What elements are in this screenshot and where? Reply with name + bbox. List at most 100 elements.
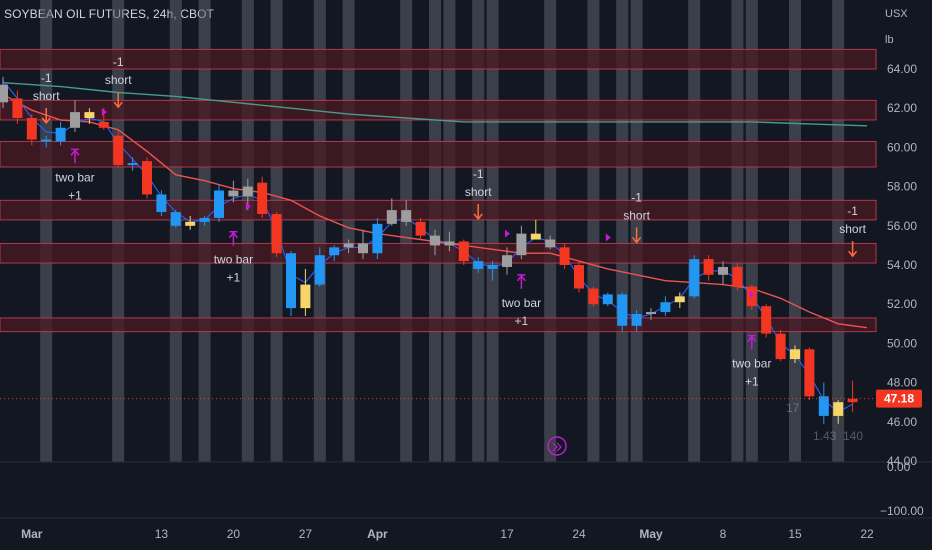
faded-value-1: 17	[786, 401, 800, 415]
candle-body	[26, 118, 37, 140]
candle-body	[674, 296, 685, 303]
candle-body	[617, 294, 628, 326]
time-axis: Mar 13 20 27 Apr 17 24 May 8 15 22	[21, 527, 874, 541]
time-tick-label: 24	[572, 527, 586, 541]
candle-body	[98, 121, 109, 128]
candle-body	[790, 349, 800, 360]
candle-body	[401, 210, 412, 222]
buy-signal-count: +1	[515, 314, 529, 328]
price-axis: 64.00 62.00 60.00 58.00 56.00 54.00 52.00 50.00…	[0, 62, 932, 519]
candle-body	[0, 84, 8, 103]
price-tick-label: 56.00	[887, 219, 917, 233]
short-signal-count: -1	[473, 167, 484, 181]
candle-body	[444, 241, 455, 246]
candle-body	[602, 294, 613, 305]
candle-body	[833, 402, 844, 416]
price-tick-label: 54.00	[887, 258, 917, 272]
time-tick-label: 22	[860, 527, 874, 541]
resistance-zone	[0, 199, 877, 221]
candle-body	[530, 233, 541, 240]
short-signal-label: short	[465, 185, 492, 199]
price-tick-label: 64.00	[887, 62, 917, 76]
price-tick-label: 50.00	[887, 336, 917, 350]
time-tick-label: 13	[155, 527, 169, 541]
short-signal-arrow	[473, 203, 483, 221]
chart-title: SOYBEAN OIL FUTURES, 24h, CBOT	[4, 7, 214, 21]
indicator-axis-zero: 0.00	[887, 460, 911, 474]
candle-body	[631, 314, 642, 326]
price-tick-label: 58.00	[887, 180, 917, 194]
candle-body	[271, 214, 282, 254]
short-signal-label: short	[33, 89, 60, 103]
candle-body	[113, 135, 124, 166]
candle-body	[818, 396, 829, 416]
candle-body	[545, 239, 556, 248]
candle-body	[214, 190, 224, 218]
annotations-layer: -1 short -1 short -1 short -1 short -1 short two b…	[0, 55, 876, 456]
buy-signal-label: two bar	[214, 253, 253, 267]
short-signal-label: short	[105, 73, 132, 87]
candle-body	[487, 265, 498, 269]
price-tick-label: 48.00	[887, 376, 917, 390]
inside-bar-marker	[245, 202, 251, 211]
currency-label: USX	[885, 8, 908, 20]
time-tick-label: Apr	[367, 527, 388, 541]
price-tick-label: 46.00	[887, 415, 917, 429]
candle-body	[170, 212, 181, 226]
candle-body	[84, 112, 95, 118]
candle-body	[473, 261, 484, 269]
buy-signal-label: two bar	[55, 170, 94, 184]
short-signal-count: -1	[847, 204, 858, 218]
buy-signal-label: two bar	[732, 357, 771, 371]
resistance-zone	[0, 242, 877, 264]
last-price-tag	[876, 389, 922, 408]
candles-layer	[0, 76, 858, 424]
candle-body	[286, 253, 296, 309]
candle-body	[127, 163, 138, 166]
unit-label: lb	[885, 34, 894, 46]
buy-signal-count: +1	[68, 188, 82, 202]
candle-body	[199, 217, 210, 222]
candle-body	[55, 127, 66, 142]
short-signal-arrow	[848, 241, 858, 258]
time-tick-label: 17	[500, 527, 514, 541]
buy-signal-arrow	[516, 274, 526, 289]
candle-body	[804, 349, 815, 397]
candle-body	[516, 233, 527, 256]
candle-body	[689, 259, 700, 297]
short-signal-arrow	[632, 227, 642, 244]
price-tick-label: 52.00	[887, 297, 917, 311]
candle-body	[343, 243, 354, 248]
faded-value-2: 1.43	[813, 429, 837, 443]
candle-body	[458, 241, 469, 262]
candle-body	[732, 266, 743, 287]
candle-body	[386, 210, 397, 224]
slow-moving-average	[2, 82, 868, 127]
candle-body	[41, 139, 52, 142]
time-tick-label: Mar	[21, 527, 43, 541]
candle-body	[703, 259, 714, 275]
buy-signal-arrow	[70, 148, 80, 164]
resistance-zone	[0, 99, 877, 121]
buy-signal-label: two bar	[502, 296, 541, 310]
short-signal-arrow	[113, 92, 123, 109]
candle-body	[574, 265, 584, 289]
price-tick-label: 44.00	[887, 454, 917, 468]
candle-body	[660, 302, 671, 313]
indicator-axis-min: −100.00	[880, 504, 924, 518]
resistance-zone	[0, 48, 877, 70]
inside-bar-marker	[749, 290, 755, 299]
candle-body	[142, 161, 152, 195]
short-signal-count: -1	[41, 71, 52, 85]
candle-body	[775, 333, 786, 360]
candle-body	[70, 112, 80, 128]
buy-signal-arrow	[747, 334, 757, 350]
price-tick-label: 62.00	[887, 101, 917, 115]
faded-value-3: 140	[843, 429, 863, 443]
resistance-zones-layer	[0, 48, 877, 333]
candle-body	[12, 98, 23, 118]
short-signal-count: -1	[631, 190, 642, 204]
time-tick-label: 20	[227, 527, 241, 541]
short-signal-label: short	[623, 208, 650, 222]
